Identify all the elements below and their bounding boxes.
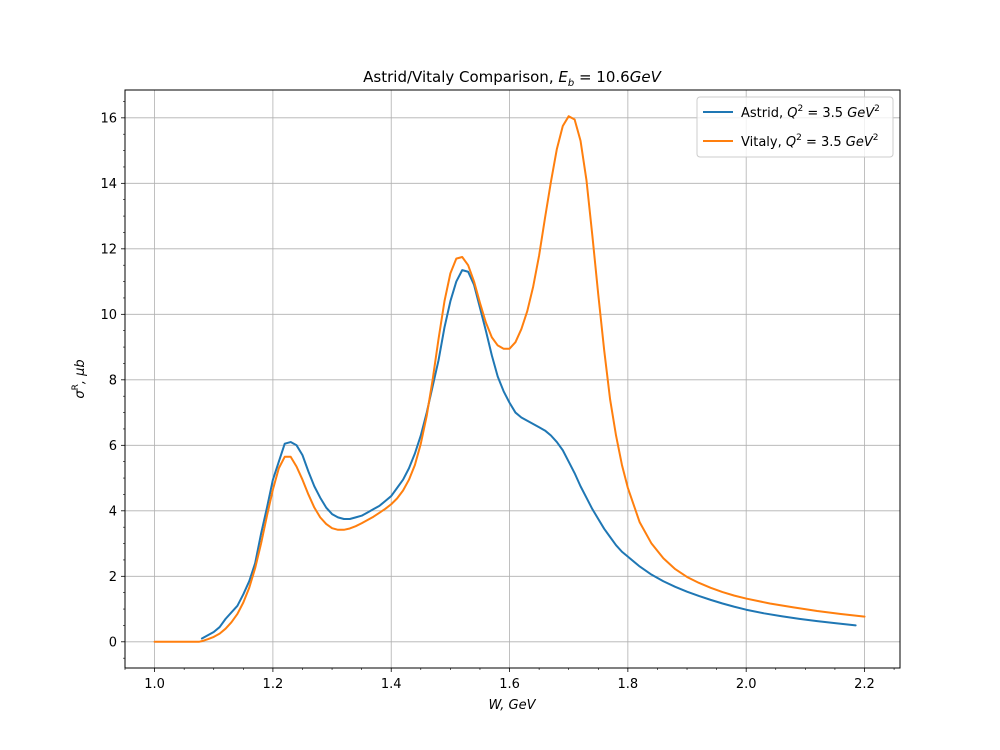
legend: Astrid, Q2 = 3.5 GeV2 Vitaly, Q2 = 3.5 G… — [696, 96, 894, 158]
legend-label-astrid: Astrid, Q2 = 3.5 GeV2 — [741, 104, 880, 121]
x-tick-label: 2.0 — [736, 677, 757, 692]
x-tick-label: 1.0 — [144, 677, 165, 692]
y-tick-label: 12 — [100, 242, 117, 257]
y-tick-label: 16 — [100, 111, 117, 126]
y-tick-label: 6 — [109, 439, 117, 454]
x-tick-label: 2.2 — [854, 677, 875, 692]
y-tick-label: 0 — [109, 635, 117, 650]
chart-title: Astrid/Vitaly Comparison, Eb = 10.6GeV — [363, 68, 662, 89]
series-line-astrid — [200, 269, 857, 640]
x-tick-label: 1.4 — [381, 677, 402, 692]
ticks: 1.0 1.2 1.4 1.6 1.8 2.0 2.2 0 2 4 6 8 10 12 14 16 — [100, 101, 895, 692]
y-tick-label: 4 — [109, 504, 117, 519]
legend-box — [696, 96, 894, 158]
x-tick-label: 1.6 — [499, 677, 520, 692]
grid — [125, 90, 900, 668]
x-axis-label: W, GeV — [488, 698, 536, 713]
x-tick-label: 1.2 — [263, 677, 284, 692]
plot-lines — [153, 115, 866, 643]
y-axis-label: σR, μb — [71, 359, 88, 398]
y-tick-label: 8 — [109, 373, 117, 388]
x-tick-label: 1.8 — [618, 677, 639, 692]
y-tick-label: 10 — [100, 308, 117, 323]
series-line-vitaly — [153, 115, 866, 643]
y-tick-label: 2 — [109, 570, 117, 585]
y-tick-label: 14 — [100, 177, 117, 192]
legend-label-vitaly: Vitaly, Q2 = 3.5 GeV2 — [741, 133, 879, 150]
axes-frame — [124, 89, 901, 669]
